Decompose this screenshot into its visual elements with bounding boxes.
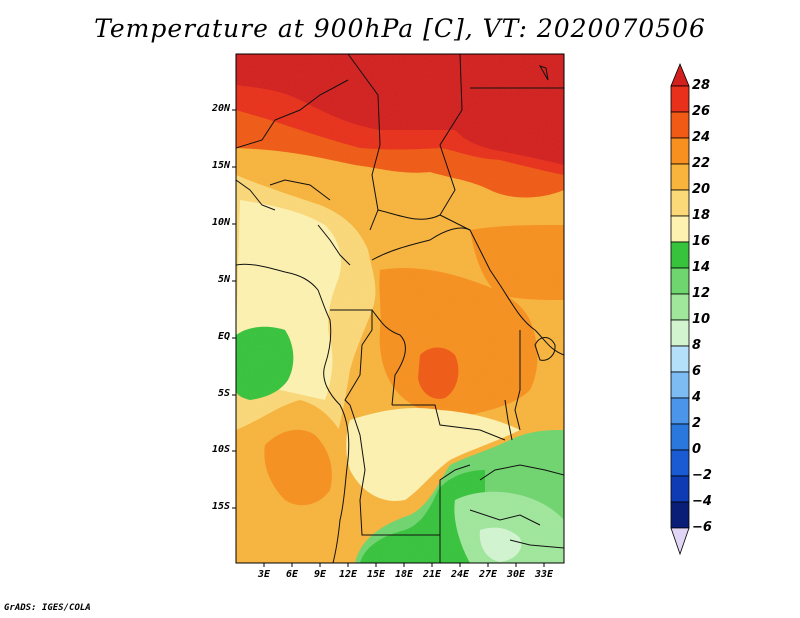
colorbar-label: 6 <box>692 364 702 379</box>
colorbar-swatch-18-20 <box>670 189 690 217</box>
colorbar-label: 26 <box>692 104 711 119</box>
colorbar-swatch-m2-0 <box>670 449 690 477</box>
colorbar-label: 28 <box>692 78 711 93</box>
colorbar-label: 18 <box>692 208 711 223</box>
lat-label: 20N <box>211 103 230 114</box>
colorbar-label: 12 <box>692 286 711 301</box>
lon-label: 24E <box>450 569 470 580</box>
lon-label: 21E <box>422 569 442 580</box>
colorbar-label: −4 <box>692 494 712 509</box>
colorbar-label: 4 <box>692 390 702 405</box>
colorbar-swatch-m6-m4 <box>670 501 690 529</box>
colorbar-swatch-24-26 <box>670 111 690 139</box>
colorbar-swatch-16-18 <box>670 215 690 243</box>
lon-label: 6E <box>285 569 299 580</box>
lat-label: 10N <box>211 217 230 228</box>
colorbar-swatch-8-10 <box>670 319 690 347</box>
lat-label: 5S <box>217 388 230 399</box>
colorbar-label: 22 <box>692 156 711 171</box>
axis-ticks <box>232 109 545 567</box>
colorbar-swatch-m4-m2 <box>670 475 690 503</box>
colorbar <box>670 62 690 556</box>
colorbar-label: 24 <box>692 130 711 145</box>
colorbar-label: −2 <box>692 468 712 483</box>
colorbar-swatch-0-2 <box>670 423 690 451</box>
colorbar-swatch-22-24 <box>670 137 690 165</box>
colorbar-swatch-2-4 <box>670 397 690 425</box>
lon-label: 33E <box>534 569 554 580</box>
colorbar-swatch-20-22 <box>670 163 690 191</box>
colorbar-arrow-bottom <box>670 527 690 556</box>
colorbar-label: −6 <box>692 520 712 535</box>
lon-label: 3E <box>257 569 271 580</box>
colorbar-swatch-14-16 <box>670 241 690 269</box>
colorbar-label: 10 <box>692 312 711 327</box>
colorbar-label: 2 <box>692 416 702 431</box>
lon-label: 12E <box>338 569 358 580</box>
colorbar-label: 16 <box>692 234 711 249</box>
colorbar-label: 20 <box>692 182 711 197</box>
colorbar-swatch-6-8 <box>670 345 690 373</box>
colorbar-swatch-4-6 <box>670 371 690 399</box>
colorbar-label: 0 <box>692 442 702 457</box>
software-credit: GrADS: IGES/COLA <box>4 603 91 613</box>
lon-label: 27E <box>478 569 498 580</box>
temperature-field <box>236 54 564 563</box>
lat-label: 15N <box>211 160 230 171</box>
lon-label: 30E <box>506 569 526 580</box>
lon-label: 18E <box>394 569 414 580</box>
colorbar-swatch-12-14 <box>670 267 690 295</box>
colorbar-swatch-26-28 <box>670 85 690 113</box>
lon-label: 9E <box>313 569 327 580</box>
colorbar-arrow-top <box>670 62 690 87</box>
colorbar-label: 14 <box>692 260 711 275</box>
country-borders <box>236 54 564 563</box>
lat-label: 5N <box>217 274 230 285</box>
lat-label: 15S <box>211 501 230 512</box>
lat-label: EQ <box>217 331 230 342</box>
lon-label: 15E <box>366 569 386 580</box>
colorbar-label: 8 <box>692 338 702 353</box>
map-title: Temperature at 900hPa [C], VT: 202007050… <box>94 14 706 43</box>
lat-label: 10S <box>211 444 230 455</box>
colorbar-swatch-10-12 <box>670 293 690 321</box>
plot-frame <box>235 53 565 564</box>
